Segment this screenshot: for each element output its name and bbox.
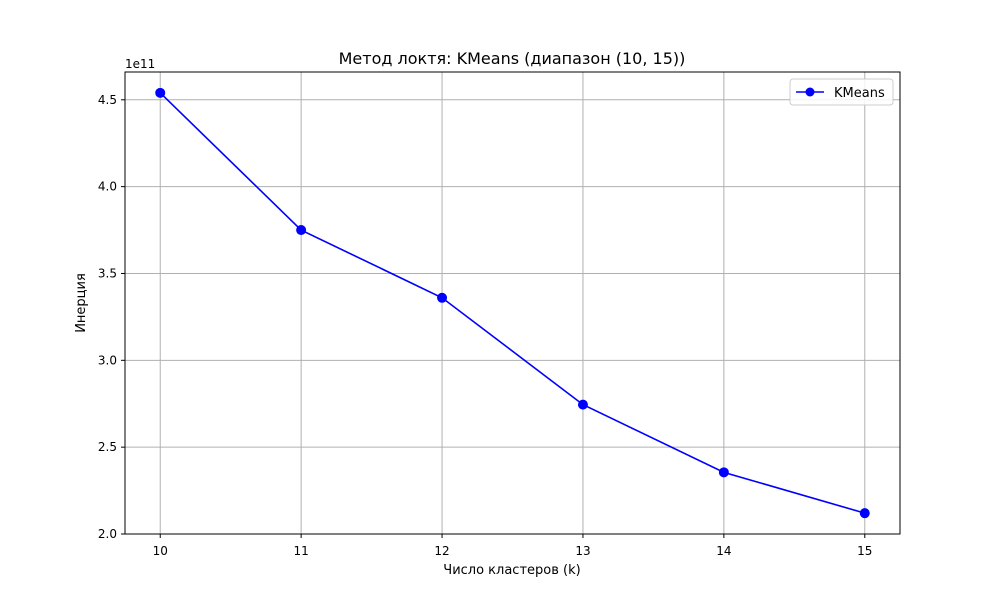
data-point xyxy=(296,225,307,236)
legend-box xyxy=(789,78,894,106)
legend-marker-swatch xyxy=(805,87,815,97)
legend-label: KMeans xyxy=(834,86,885,101)
legend: KMeans xyxy=(789,78,894,106)
chart-title: Метод локтя: KMeans (диапазон (10, 15)) xyxy=(339,49,686,68)
y-tick-label: 3.5 xyxy=(98,266,117,280)
x-tick-label: 13 xyxy=(575,544,590,558)
y-tick-label: 4.0 xyxy=(98,180,117,194)
data-point xyxy=(718,467,729,478)
data-point xyxy=(577,399,588,410)
x-tick-label: 11 xyxy=(293,544,308,558)
y-tick-label: 3.0 xyxy=(98,353,117,367)
y-tick-label: 2.0 xyxy=(98,527,117,541)
y-tick-label: 4.5 xyxy=(98,93,117,107)
x-tick-label: 10 xyxy=(153,544,168,558)
x-tick-label: 12 xyxy=(434,544,449,558)
x-tick-label: 15 xyxy=(857,544,872,558)
y-axis-offset-label: 1e11 xyxy=(125,57,155,71)
ticks-layer: 10 11 12 13 14 15 2.0 2.5 3.0 3.5 4.0 4.5 xyxy=(98,93,873,558)
x-axis-label: Число кластеров (k) xyxy=(443,563,580,578)
data-point xyxy=(437,292,448,303)
series-line-kmeans xyxy=(159,92,865,514)
y-tick-label: 2.5 xyxy=(98,440,117,454)
y-axis-label: Инерция xyxy=(74,273,89,333)
series-layer xyxy=(155,87,870,519)
data-point xyxy=(859,508,870,519)
plot-area-frame xyxy=(124,71,901,535)
data-point xyxy=(155,87,166,98)
x-tick-label: 14 xyxy=(716,544,731,558)
